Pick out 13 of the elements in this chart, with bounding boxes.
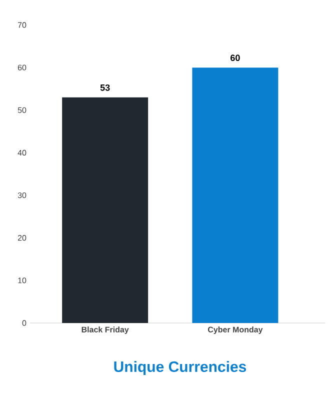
y-tick-label: 60: [18, 64, 26, 70]
data-label: 60: [230, 54, 240, 62]
y-tick-label: 0: [22, 320, 26, 326]
x-tick-label: Cyber Monday: [208, 326, 263, 334]
y-tick-label: 70: [18, 22, 26, 28]
data-label: 53: [100, 84, 110, 91]
y-tick-label: 30: [18, 192, 26, 198]
x-tick-label: Black Friday: [82, 326, 129, 334]
y-tick-label: 10: [18, 278, 26, 284]
y-tick-label: 50: [18, 107, 26, 113]
y-tick-label: 20: [18, 235, 26, 241]
y-tick-label: 40: [18, 150, 26, 156]
text: Unique Currencies: [114, 361, 246, 375]
